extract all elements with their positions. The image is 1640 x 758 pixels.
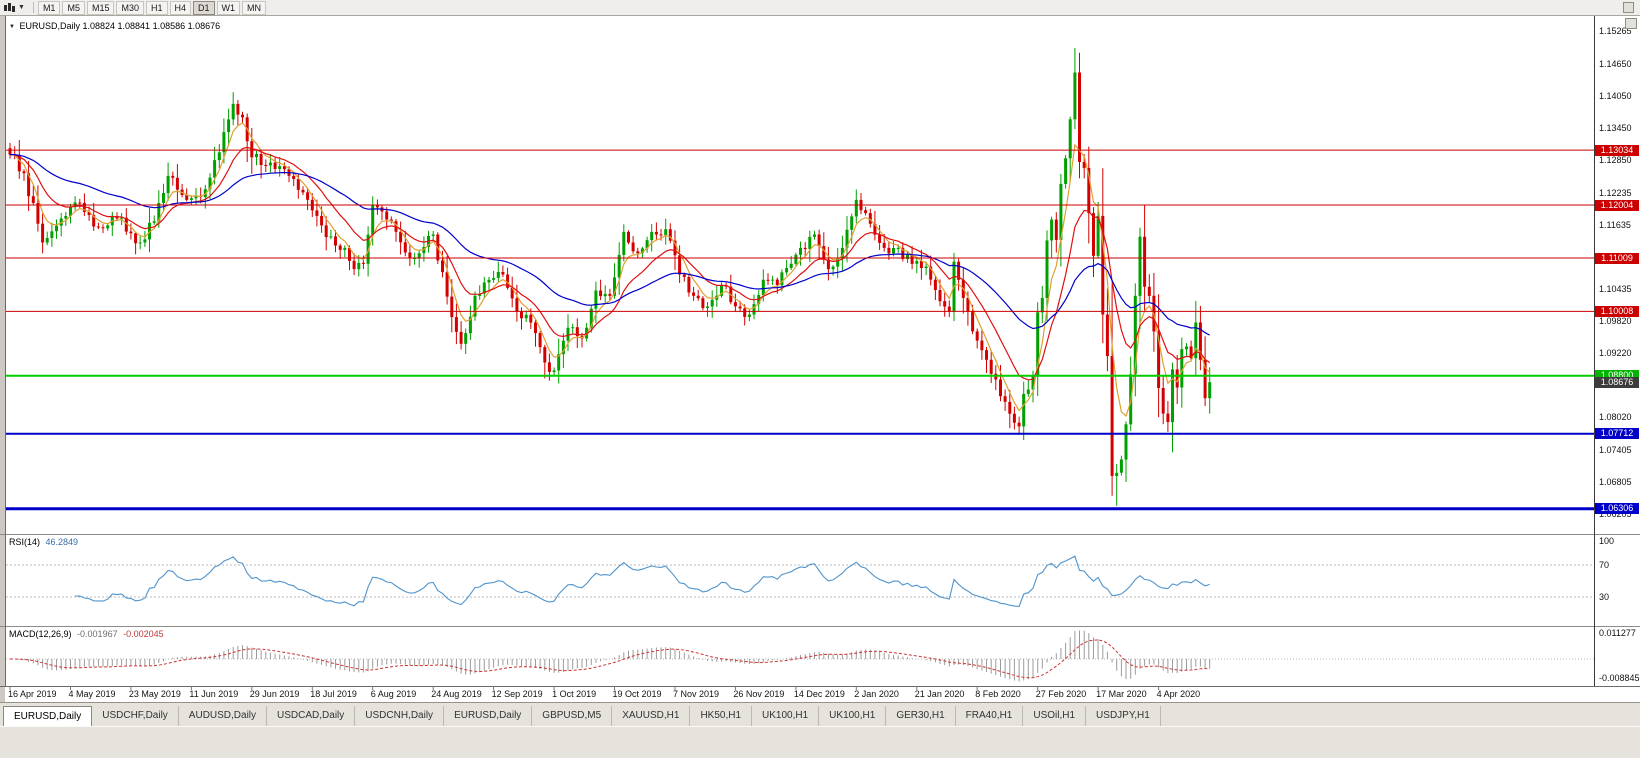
chart-tab-usdcnh-daily[interactable]: USDCNH,Daily (355, 706, 445, 726)
rsi-name: RSI(14) (9, 537, 41, 547)
resistance-badge: 1.10008 (1595, 305, 1639, 317)
chart-ohlc-values: 1.08824 1.08841 1.08586 1.08676 (82, 21, 221, 31)
timeframe-buttons: M1 M5 M15 M30 H1 H4 D1 W1 MN (37, 0, 268, 15)
dropdown-caret-icon[interactable]: ▼ (18, 4, 25, 11)
timeframe-toolbar: ▼ M1 M5 M15 M30 H1 H4 D1 W1 MN (0, 0, 1640, 16)
chart-tabs-bar: EURUSD,Daily USDCHF,Daily AUDUSD,Daily USDC… (0, 702, 1640, 726)
support-badge: 1.07712 (1595, 428, 1639, 440)
price-tick: 1.07405 (1599, 445, 1632, 456)
resistance-badge: 1.12004 (1595, 199, 1639, 211)
status-bar (0, 726, 1640, 758)
date-axis-label: 24 Aug 2019 (431, 689, 482, 699)
timeframe-button-w1[interactable]: W1 (216, 0, 241, 15)
macd-name: MACD(12,26,9) (9, 629, 72, 639)
macd-tick-bottom: -0.008845 (1599, 673, 1640, 683)
chart-title: ▼ EURUSD,Daily 1.08824 1.08841 1.08586 1… (9, 21, 220, 31)
price-tick: 1.12235 (1599, 187, 1632, 198)
date-axis-label: 1 Oct 2019 (552, 689, 597, 699)
resistance-badge: 1.11009 (1595, 252, 1639, 264)
date-axis-label: 6 Aug 2019 (370, 689, 417, 699)
resistance-badge: 1.13034 (1595, 144, 1639, 156)
chart-symbol-period: EURUSD,Daily (19, 21, 80, 31)
chart-tab-audusd-daily[interactable]: AUDUSD,Daily (179, 706, 268, 726)
price-tick: 1.09220 (1599, 348, 1632, 359)
date-axis-label: 4 Apr 2020 (1156, 689, 1201, 699)
chart-canvas[interactable] (0, 16, 1640, 702)
chart-tab-usoil-h1[interactable]: USOil,H1 (1023, 706, 1087, 726)
chart-window: ▼ EURUSD,Daily 1.08824 1.08841 1.08586 1… (0, 16, 1640, 702)
price-tick: 1.09820 (1599, 316, 1632, 327)
chart-plot-area[interactable] (0, 16, 1640, 702)
price-tick: 1.13450 (1599, 122, 1632, 133)
chart-tab-uk100-h1[interactable]: UK100,H1 (752, 706, 820, 726)
timeframe-button-h4[interactable]: H4 (169, 0, 192, 15)
date-axis-label: 14 Dec 2019 (793, 689, 845, 699)
timeframe-button-mn[interactable]: MN (242, 0, 267, 15)
chart-tab-uk100-h1[interactable]: UK100,H1 (819, 706, 887, 726)
date-axis-label: 17 Mar 2020 (1096, 689, 1147, 699)
price-tick: 1.12850 (1599, 154, 1632, 165)
price-tick: 1.08020 (1599, 412, 1632, 423)
toolbar-separator (32, 2, 34, 13)
timeframe-button-m5[interactable]: M5 (62, 0, 85, 15)
macd-signal-value: -0.002045 (123, 629, 164, 639)
chart-tab-usdjpy-h1[interactable]: USDJPY,H1 (1086, 706, 1161, 726)
date-axis-label: 12 Sep 2019 (491, 689, 543, 699)
price-tick: 1.11635 (1599, 219, 1631, 230)
date-axis-label: 29 Jun 2019 (249, 689, 300, 699)
timeframe-button-m15[interactable]: M15 (86, 0, 115, 15)
rsi-tick: 30 (1599, 592, 1610, 602)
date-axis-label: 8 Feb 2020 (975, 689, 1021, 699)
macd-tick-top: 0.011277 (1599, 628, 1636, 638)
price-axis[interactable]: 1.15265 1.14650 1.14050 1.13450 1.12850 1.122… (1594, 16, 1640, 686)
chart-tab-fra40-h1[interactable]: FRA40,H1 (956, 706, 1024, 726)
support-badge: 1.08800 (1595, 370, 1639, 382)
macd-main-value: -0.001967 (77, 629, 118, 639)
chart-tab-gbpusd-m5[interactable]: GBPUSD,M5 (532, 706, 613, 726)
chart-tab-eurusd-daily[interactable]: EURUSD,Daily (3, 706, 93, 726)
timeframe-button-d1[interactable]: D1 (193, 0, 215, 15)
window-restore-button[interactable] (1623, 2, 1634, 13)
date-axis-label: 7 Nov 2019 (673, 689, 720, 699)
last-price-badge: 1.08676 (1595, 376, 1639, 388)
chart-tab-eurusd-daily[interactable]: EURUSD,Daily (444, 706, 533, 726)
rsi-value: 46.2849 (45, 537, 79, 547)
date-axis-label: 23 May 2019 (128, 689, 181, 699)
timeframe-button-m30[interactable]: M30 (116, 0, 144, 15)
chart-tab-usdchf-daily[interactable]: USDCHF,Daily (92, 706, 179, 726)
chart-tab-ger30-h1[interactable]: GER30,H1 (886, 706, 956, 726)
date-axis-label: 18 Jul 2019 (310, 689, 357, 699)
date-axis-label: 26 Nov 2019 (733, 689, 785, 699)
chart-type-icon[interactable] (3, 2, 16, 13)
date-axis-label: 2 Jan 2020 (854, 689, 899, 699)
date-axis-label: 27 Feb 2020 (1035, 689, 1087, 699)
timeframe-button-h1[interactable]: H1 (146, 0, 168, 15)
rsi-indicator-label: RSI(14) 46.2849 (9, 537, 78, 547)
date-axis-label: 21 Jan 2020 (914, 689, 965, 699)
date-axis-label: 11 Jun 2019 (189, 689, 239, 699)
rsi-tick: 100 (1599, 536, 1615, 546)
date-axis-label: 16 Apr 2019 (8, 689, 57, 699)
chart-tab-usdcad-daily[interactable]: USDCAD,Daily (267, 706, 356, 726)
price-tick: 1.14650 (1599, 59, 1632, 69)
timeframe-button-m1[interactable]: M1 (37, 0, 61, 15)
price-tick: 1.15265 (1599, 26, 1632, 37)
date-axis-label: 19 Oct 2019 (612, 689, 662, 699)
chart-tab-xauusd-h1[interactable]: XAUUSD,H1 (612, 706, 691, 726)
symbol-marker-icon: ▼ (9, 24, 15, 30)
macd-indicator-label: MACD(12,26,9) -0.001967 -0.002045 (9, 629, 164, 639)
price-tick: 1.14050 (1599, 90, 1632, 101)
price-tick: 1.10435 (1599, 283, 1632, 294)
date-axis[interactable]: 16 Apr 2019 4 May 2019 23 May 2019 11 Jun 2… (0, 686, 1594, 702)
support-badge: 1.06306 (1595, 503, 1639, 515)
chart-tab-hk50-h1[interactable]: HK50,H1 (690, 706, 753, 726)
date-axis-label: 4 May 2019 (68, 689, 116, 699)
chart-scroll-button[interactable] (1625, 18, 1637, 29)
rsi-tick: 70 (1599, 560, 1610, 570)
price-tick: 1.06805 (1599, 477, 1632, 488)
